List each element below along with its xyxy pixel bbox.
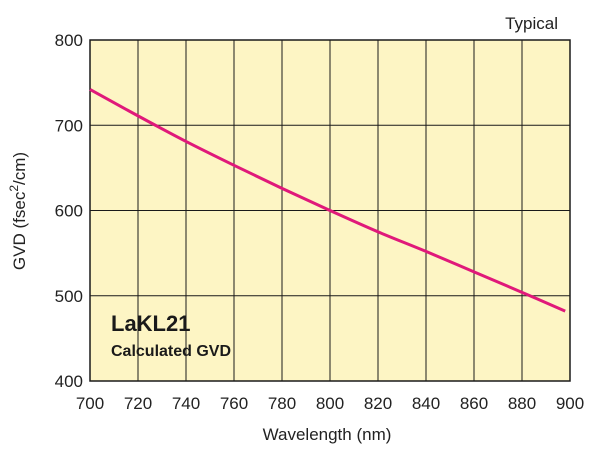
x-tick-label: 700 xyxy=(76,394,104,413)
calculated-gvd-label: Calculated GVD xyxy=(111,343,231,360)
x-tick-label: 820 xyxy=(364,394,392,413)
x-tick-label: 800 xyxy=(316,394,344,413)
typical-label: Typical xyxy=(505,14,558,33)
x-tick-label: 720 xyxy=(124,394,152,413)
y-tick-label: 500 xyxy=(55,287,83,306)
x-tick-label: 900 xyxy=(556,394,584,413)
x-axis-title: Wavelength (nm) xyxy=(263,425,392,444)
x-tick-labels: 700 720 740 760 780 800 820 840 860 880 900 xyxy=(76,394,584,413)
x-tick-label: 760 xyxy=(220,394,248,413)
y-axis-title: GVD (fsec2/cm) xyxy=(7,152,29,270)
plot-frame xyxy=(89,39,571,382)
glass-name-label: LaKL21 xyxy=(111,311,190,336)
y-tick-label: 600 xyxy=(55,202,83,221)
y-tick-label: 700 xyxy=(55,116,83,135)
y-axis-title-superscript: 2 xyxy=(7,185,21,192)
x-tick-label: 740 xyxy=(172,394,200,413)
x-tick-label: 880 xyxy=(508,394,536,413)
y-tick-label: 800 xyxy=(55,31,83,50)
y-axis-title-suffix: /cm) xyxy=(10,152,29,185)
x-tick-label: 780 xyxy=(268,394,296,413)
y-tick-label: 400 xyxy=(55,372,83,391)
x-tick-label: 860 xyxy=(460,394,488,413)
gvd-curve xyxy=(89,88,566,313)
y-tick-labels: 400 500 600 700 800 xyxy=(55,31,83,391)
y-axis-title-prefix: GVD (fsec xyxy=(10,191,29,270)
x-tick-label: 840 xyxy=(412,394,440,413)
